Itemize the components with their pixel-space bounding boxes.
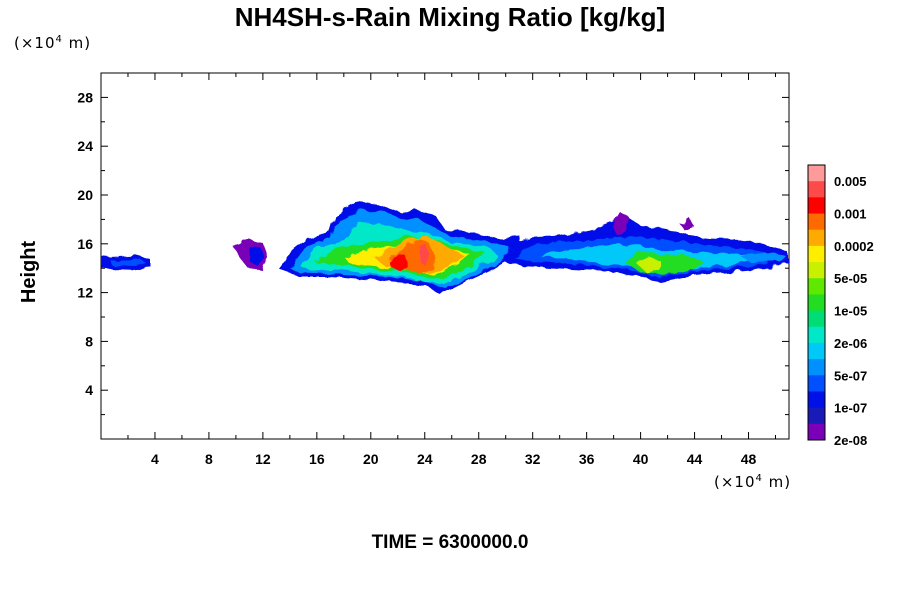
cloud-right-edge [740,252,786,262]
legend-swatch [808,294,825,312]
legend-label: 2e-08 [834,433,867,448]
legend-label: 0.005 [834,174,867,189]
y-tick-label: 20 [77,187,93,203]
cloud-right-yellow [635,256,660,274]
cloud-wisp-left-inner [250,247,265,266]
y-tick-label: 4 [85,382,93,398]
y-tick-label: 24 [77,138,93,154]
x-tick-label: 36 [579,451,595,467]
legend-label: 5e-07 [834,368,867,383]
legend-swatch [808,197,825,215]
time-label: TIME = 6300000.0 [371,532,529,553]
x-tick-label: 4 [151,451,159,467]
y-tick-label: 8 [85,333,93,349]
legend-label: 0.001 [834,207,867,222]
x-tick-label: 48 [741,451,757,467]
legend-frame [807,164,826,441]
mixing-ratio-field [101,202,788,294]
x-tick-label: 40 [633,451,649,467]
legend-swatch [808,310,825,328]
legend-label: 1e-05 [834,304,867,319]
legend-swatch [808,391,825,409]
legend-label: 1e-07 [834,401,867,416]
legend-swatch [808,407,825,425]
x-axis-unit: (×104 m) [714,473,792,491]
legend-swatch [808,342,825,360]
x-tick-label: 32 [525,451,541,467]
x-tick-label: 24 [417,451,433,467]
x-tick-label: 16 [309,451,325,467]
chart-title: NH4SH-s-Rain Mixing Ratio [kg/kg] [234,2,666,32]
legend-swatch [808,213,825,231]
x-tick-label: 20 [363,451,379,467]
y-tick-label: 12 [77,285,93,301]
cloud-left-band-core [110,259,146,266]
x-tick-label: 8 [205,451,213,467]
legend-swatch [808,262,825,279]
legend-swatch [808,423,825,441]
legend-label: 2e-06 [834,336,867,351]
cloud-right-wisp-2 [680,218,694,230]
cloud-right-wisp [612,212,628,236]
legend-swatch [808,229,825,247]
x-tick-label: 28 [471,451,487,467]
legend-swatch [808,181,825,198]
legend-swatch [808,165,825,182]
legend-swatch [808,245,825,263]
legend-swatch [808,278,825,295]
cloud-main-core [390,254,408,272]
y-tick-label: 16 [77,236,93,252]
legend-swatch [808,326,825,344]
legend-label: 0.0002 [834,239,874,254]
x-tick-label: 12 [255,451,271,467]
y-axis-unit: (×104 m) [14,34,92,52]
y-tick-label: 28 [77,89,93,105]
legend-swatch [808,375,825,392]
color-legend: 0.005 0.001 0.0002 5e-05 1e-05 2e-06 5e-07 1e-0… [807,164,874,448]
cloud-main-core-2 [420,244,430,266]
x-tick-label: 44 [687,451,703,467]
legend-swatch [808,359,825,376]
legend-label: 5e-05 [834,271,867,286]
